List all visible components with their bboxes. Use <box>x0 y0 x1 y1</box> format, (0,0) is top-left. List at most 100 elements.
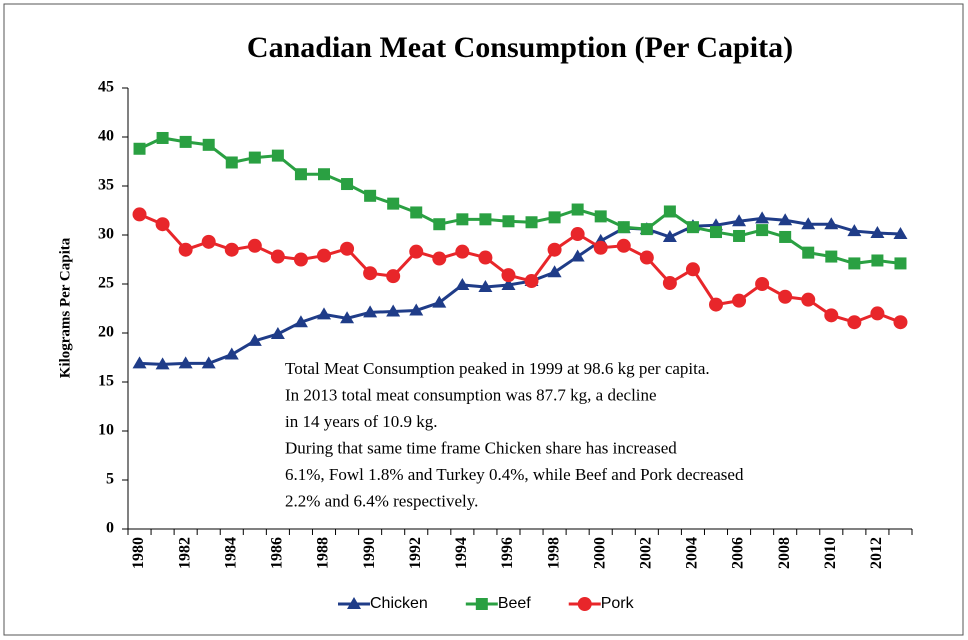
marker <box>617 221 630 234</box>
annotation: Total Meat Consumption peaked in 1999 at… <box>285 359 710 378</box>
marker <box>594 210 607 223</box>
x-tick-label: 1986 <box>269 537 286 569</box>
marker <box>155 217 170 232</box>
marker <box>386 304 401 317</box>
marker <box>893 315 908 330</box>
marker <box>893 227 908 240</box>
y-axis-label: Kilograms Per Capita <box>57 237 73 378</box>
marker <box>456 213 469 226</box>
marker <box>293 252 308 267</box>
x-tick-label: 1992 <box>407 537 424 569</box>
x-tick-label: 2000 <box>591 537 608 569</box>
marker <box>686 221 699 234</box>
x-tick-label: 2006 <box>730 537 747 569</box>
marker <box>732 293 747 308</box>
marker <box>478 279 493 292</box>
marker <box>710 226 722 239</box>
marker <box>432 251 447 266</box>
marker <box>570 227 585 242</box>
marker <box>224 347 239 360</box>
marker <box>756 224 769 237</box>
y-tick-label: 40 <box>98 128 114 145</box>
x-tick-label: 1988 <box>315 537 332 569</box>
marker <box>894 257 907 270</box>
chart-title: Canadian Meat Consumption (Per Capita) <box>247 31 793 64</box>
x-tick-label: 1994 <box>453 537 470 569</box>
legend-marker <box>577 597 592 611</box>
marker <box>201 356 216 369</box>
y-tick-label: 45 <box>98 79 114 96</box>
marker <box>387 197 400 210</box>
marker <box>478 250 493 265</box>
marker <box>663 205 676 218</box>
annotation: In 2013 total meat consumption was 87.7 … <box>285 386 657 405</box>
marker <box>640 223 653 236</box>
marker <box>432 295 447 308</box>
marker <box>271 149 284 162</box>
x-tick-label: 1990 <box>361 537 378 569</box>
marker <box>778 213 793 226</box>
marker <box>547 265 562 278</box>
marker <box>317 248 331 263</box>
marker <box>410 206 423 219</box>
x-tick-label: 2004 <box>684 537 701 569</box>
marker <box>433 218 446 231</box>
marker <box>801 292 816 307</box>
series-line <box>138 136 901 265</box>
marker <box>616 238 631 253</box>
chart-border <box>3 3 964 636</box>
marker <box>248 151 261 164</box>
x-tick-label: 1996 <box>499 537 516 569</box>
y-tick-label: 30 <box>98 226 114 243</box>
x-tick-label: 1984 <box>222 537 239 569</box>
marker <box>501 268 516 283</box>
marker <box>870 306 885 321</box>
marker <box>202 138 215 151</box>
marker <box>571 203 584 216</box>
marker <box>502 215 515 228</box>
marker <box>455 277 470 290</box>
annotation: During that same time frame Chicken shar… <box>285 439 677 458</box>
y-tick-label: 35 <box>98 177 114 194</box>
y-tick-label: 25 <box>98 275 114 292</box>
marker <box>824 217 839 230</box>
marker <box>801 217 816 230</box>
y-tick-label: 20 <box>98 324 114 341</box>
annotation: in 14 years of 10.9 kg. <box>285 412 438 431</box>
marker <box>201 234 216 249</box>
marker <box>224 242 239 257</box>
legend-label: Chicken <box>370 595 428 612</box>
marker <box>547 242 562 257</box>
marker <box>755 277 770 291</box>
y-tick-label: 10 <box>98 422 114 439</box>
marker <box>524 274 539 289</box>
marker <box>778 289 793 304</box>
marker <box>133 142 146 155</box>
legend-marker <box>347 597 361 609</box>
x-tick-label: 1998 <box>545 537 562 569</box>
marker <box>455 244 470 259</box>
legend-marker <box>475 598 488 610</box>
marker <box>317 307 331 320</box>
marker <box>501 277 516 290</box>
marker <box>802 246 815 259</box>
marker <box>847 224 862 237</box>
series-line <box>138 213 902 324</box>
marker <box>409 244 424 259</box>
marker <box>733 229 746 242</box>
marker <box>548 211 561 224</box>
marker <box>364 189 377 202</box>
marker <box>870 226 885 239</box>
marker <box>270 249 285 264</box>
marker <box>247 238 262 253</box>
y-tick-label: 15 <box>98 373 114 390</box>
marker <box>340 241 355 256</box>
y-tick-label: 5 <box>106 471 114 488</box>
x-tick-label: 1982 <box>176 537 193 569</box>
marker <box>755 211 770 224</box>
marker <box>318 168 330 181</box>
marker <box>732 214 747 227</box>
marker <box>340 311 355 324</box>
marker <box>409 303 424 316</box>
